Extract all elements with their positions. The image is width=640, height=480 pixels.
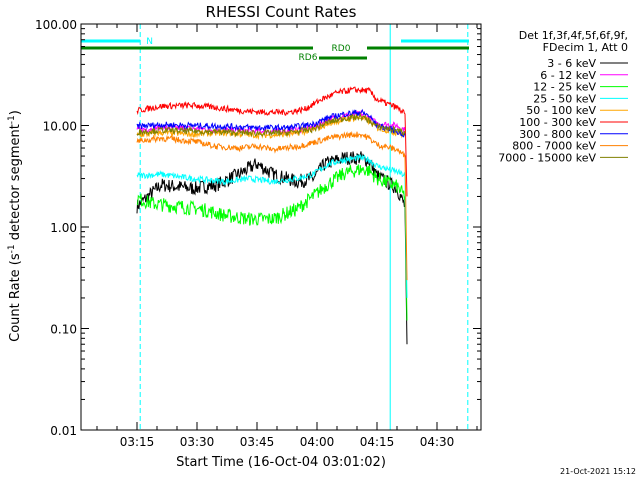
legend: Det 1f,3f,4f,5f,6f,9f, FDecim 1, Att 0 3… xyxy=(498,29,628,164)
y-tick-label-3: 10.00 xyxy=(43,120,77,134)
x-tick-label-2: 03:45 xyxy=(240,435,275,449)
legend-entry-label-2: 12 - 25 keV xyxy=(533,81,596,94)
x-tick-label-1: 03:30 xyxy=(180,435,215,449)
series-line-3 xyxy=(136,153,408,298)
series-line-8 xyxy=(136,112,406,138)
night-interval-label: N xyxy=(146,37,153,47)
plot-area: N RD0 RD6 xyxy=(80,24,469,430)
x-tick-label-4: 04:15 xyxy=(360,435,395,449)
legend-header-line-2: FDecim 1, Att 0 xyxy=(543,41,628,54)
legend-entry-label-6: 300 - 800 keV xyxy=(519,128,596,141)
legend-header-line-1: Det 1f,3f,4f,5f,6f,9f, xyxy=(519,29,628,42)
x-tick-label-3: 04:00 xyxy=(300,435,335,449)
series-line-5 xyxy=(136,86,408,197)
y-tick-label-1: 0.10 xyxy=(50,323,77,337)
y-tick-label-2: 1.00 xyxy=(50,221,77,235)
legend-entry-label-0: 3 - 6 keV xyxy=(547,57,596,70)
date-stamp: 21-Oct-2021 15:12 xyxy=(560,467,636,476)
legend-entry-label-1: 6 - 12 keV xyxy=(540,69,596,82)
series-line-7 xyxy=(136,130,408,281)
x-axis-label: Start Time (16-Oct-04 03:01:02) xyxy=(176,455,386,470)
legend-entry-label-5: 100 - 300 keV xyxy=(519,116,596,129)
chart-title: RHESSI Count Rates xyxy=(206,3,357,21)
series-line-4 xyxy=(136,114,406,141)
axes: 0.01 0.10 1.00 10.00 100.00 03:15 03:30 03:45 04… xyxy=(35,18,482,449)
legend-entry-label-4: 50 - 100 keV xyxy=(526,104,596,117)
decimation-label-rd0: RD0 xyxy=(332,44,351,54)
y-axis-label: Count Rate (s-1 detector segment-1) xyxy=(7,110,23,342)
y-tick-label-4: 100.00 xyxy=(35,18,77,32)
legend-entry-label-8: 7000 - 15000 keV xyxy=(498,151,596,164)
y-tick-label-0: 0.01 xyxy=(50,424,77,438)
legend-entry-label-3: 25 - 50 keV xyxy=(533,92,596,105)
series-line-2 xyxy=(136,164,408,321)
decimation-label-rd6: RD6 xyxy=(299,53,318,63)
x-tick-label-0: 03:15 xyxy=(120,435,155,449)
legend-entry-label-7: 800 - 7000 keV xyxy=(512,140,596,153)
x-tick-label-5: 04:30 xyxy=(420,435,455,449)
